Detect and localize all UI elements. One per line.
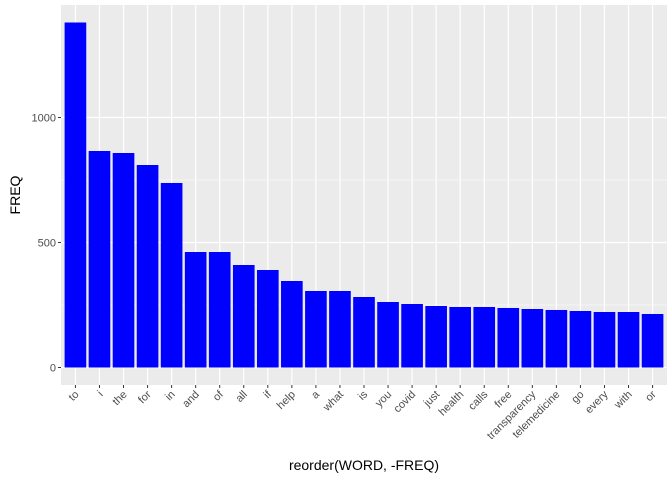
x-tick-label: for — [136, 388, 154, 406]
x-tick-label: help — [275, 389, 298, 412]
bar-of — [208, 252, 231, 368]
bar-is — [353, 297, 375, 368]
y-tick-label: 0 — [50, 363, 56, 375]
bar-telemedicine — [545, 310, 568, 368]
x-tick-label: what — [320, 389, 346, 415]
bar-every — [593, 312, 616, 368]
x-tick-label: covid — [392, 389, 419, 416]
x-tick-label: a — [309, 388, 322, 401]
bar-free — [497, 308, 520, 368]
x-tick-label: all — [234, 389, 250, 405]
bar-i — [88, 151, 111, 368]
x-tick-label: to — [67, 389, 82, 404]
x-tick-label: if — [262, 388, 275, 401]
bar-help — [281, 281, 303, 368]
x-tick-label: of — [211, 388, 227, 404]
y-tick-label: 1000 — [32, 113, 56, 125]
bar-transparency — [521, 309, 544, 368]
bar-for — [136, 165, 159, 368]
bar-calls — [473, 307, 496, 368]
bar-with — [617, 312, 640, 368]
x-tick-label: every — [583, 388, 611, 416]
bar-if — [256, 270, 279, 368]
x-tick-label: or — [643, 388, 659, 404]
bar-the — [112, 153, 135, 368]
bar-all — [232, 265, 255, 368]
bar-and — [184, 252, 207, 368]
y-axis-ticks: 0 500 1000 — [32, 113, 61, 375]
bar-health — [449, 307, 472, 368]
y-tick-label: 500 — [38, 238, 56, 250]
x-axis-title: reorder(WORD, -FREQ) — [289, 457, 439, 473]
bar-to — [64, 22, 87, 368]
x-tick-label: calls — [466, 388, 490, 412]
x-tick-label: in — [163, 389, 178, 404]
y-axis-title: FREQ — [7, 175, 23, 214]
x-tick-label: the — [110, 389, 129, 408]
x-tick-label: and — [180, 389, 201, 410]
x-tick-label: health — [437, 389, 467, 419]
x-tick-label: with — [612, 389, 635, 412]
bar-what — [329, 291, 351, 368]
bar-go — [569, 311, 592, 368]
bar-or — [641, 314, 664, 368]
bar-a — [305, 291, 327, 368]
x-tick-label: go — [569, 389, 586, 406]
bars — [64, 22, 664, 368]
bar-just — [425, 306, 447, 368]
bar-in — [160, 183, 183, 368]
bar-covid — [401, 304, 423, 368]
bar-you — [377, 302, 399, 368]
x-axis-ticks: to i the for in and of all if help a what is youcovid… — [67, 385, 659, 442]
x-tick-label: i — [95, 389, 105, 399]
x-tick-label: is — [356, 388, 370, 402]
